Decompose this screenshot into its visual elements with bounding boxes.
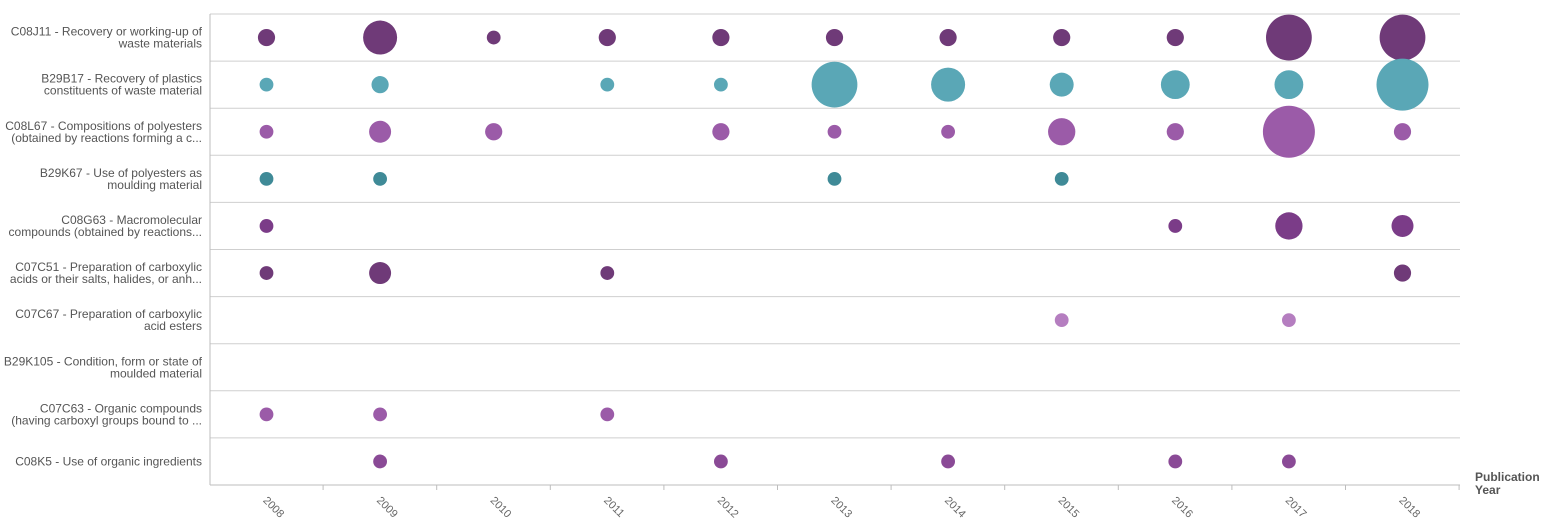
bubble <box>258 29 275 46</box>
bubbles <box>258 15 1429 469</box>
x-axis: 2008 2009 2010 2011 2012 2013 2014 2015 2016 2017… <box>260 485 1459 520</box>
bubble <box>1168 455 1182 469</box>
bubble <box>812 62 858 108</box>
bubble <box>826 29 843 46</box>
bubble <box>1392 215 1414 237</box>
bubble <box>485 123 502 140</box>
x-tick-label: 2012 <box>715 495 741 521</box>
bubble <box>600 407 614 421</box>
bubble <box>260 125 274 139</box>
bubble <box>600 78 614 92</box>
bubble <box>260 78 274 92</box>
x-tick-label: 2018 <box>1396 495 1422 521</box>
bubble <box>1161 70 1190 99</box>
x-tick-label: 2009 <box>374 495 400 521</box>
bubble <box>369 121 391 143</box>
bubble <box>941 455 955 469</box>
bubble <box>599 29 616 46</box>
bubble <box>940 29 957 46</box>
bubble <box>941 125 955 139</box>
bubble <box>260 407 274 421</box>
bubble <box>1394 264 1411 281</box>
bubble <box>1263 106 1315 158</box>
x-tick-label: 2017 <box>1283 495 1309 521</box>
bubble <box>1167 123 1184 140</box>
bubble <box>1377 59 1429 111</box>
bubble <box>600 266 614 280</box>
bubble <box>1266 15 1312 61</box>
row-label: C08L67 - Compositions of polyesters(obta… <box>5 119 202 145</box>
bubble <box>1282 313 1296 327</box>
row-label: B29K67 - Use of polyesters asmoulding ma… <box>40 166 202 192</box>
bubble <box>1282 455 1296 469</box>
bubble <box>372 76 389 93</box>
bubble <box>1053 29 1070 46</box>
row-label: C08J11 - Recovery or working-up ofwaste … <box>11 25 203 51</box>
x-tick-label: 2013 <box>828 495 854 521</box>
bubble <box>712 29 729 46</box>
bubble <box>1394 123 1411 140</box>
bubble <box>1050 73 1074 97</box>
x-axis-title: PublicationYear <box>1475 470 1540 497</box>
bubble <box>363 21 397 55</box>
x-tick-label: 2016 <box>1169 495 1195 521</box>
bubble <box>1275 70 1304 99</box>
bubble <box>1275 212 1302 239</box>
x-tick-label: 2015 <box>1056 495 1082 521</box>
bubble <box>369 262 391 284</box>
bubble <box>373 407 387 421</box>
bubble <box>1168 219 1182 233</box>
bubble <box>260 219 274 233</box>
bubble <box>260 172 274 186</box>
bubble <box>714 78 728 92</box>
bubble <box>487 31 501 45</box>
row-label: B29B17 - Recovery of plasticsconstituent… <box>41 72 202 98</box>
bubble <box>1048 118 1075 145</box>
row-labels: C08J11 - Recovery or working-up ofwaste … <box>4 25 203 469</box>
x-tick-label: 2010 <box>488 495 514 521</box>
bubble <box>931 68 965 102</box>
bubble <box>828 125 842 139</box>
bubble <box>714 455 728 469</box>
bubble <box>828 172 842 186</box>
x-tick-label: 2014 <box>942 495 968 521</box>
bubble <box>1055 172 1069 186</box>
x-tick-label: 2008 <box>260 495 286 521</box>
row-label: C07C63 - Organic compounds(having carbox… <box>11 401 202 427</box>
row-label: C07C51 - Preparation of carboxylicacids … <box>10 260 202 286</box>
bubble <box>1380 15 1426 61</box>
row-label: C07C67 - Preparation of carboxylicacid e… <box>15 307 202 333</box>
x-tick-label: 2011 <box>601 495 626 520</box>
bubble <box>712 123 729 140</box>
row-label: B29K105 - Condition, form or state ofmou… <box>4 354 203 380</box>
bubble <box>373 455 387 469</box>
row-label: C08K5 - Use of organic ingredients <box>15 454 202 468</box>
bubble <box>1167 29 1184 46</box>
bubble <box>260 266 274 280</box>
row-label: C08G63 - Macromolecularcompounds (obtain… <box>9 213 202 239</box>
bubble <box>373 172 387 186</box>
bubble <box>1055 313 1069 327</box>
